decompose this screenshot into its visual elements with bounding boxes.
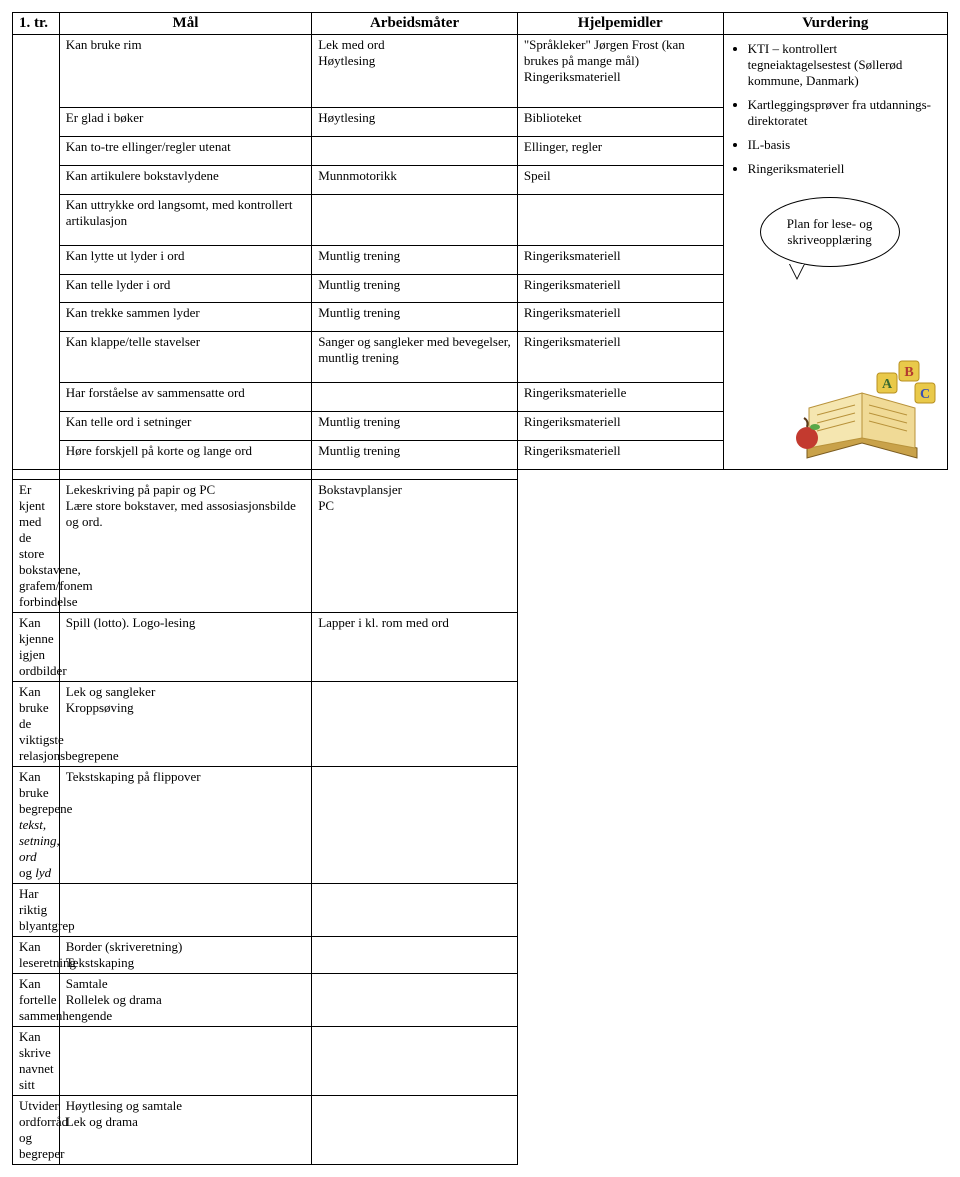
hjelp-cell: Speil [517, 165, 723, 194]
mal-cell: Kan artikulere bokstavlydene [59, 165, 311, 194]
table-row: Har riktig blyantgrep [13, 884, 948, 937]
vurdering-item: Kartleggingsprøver fra utdannings-direkt… [748, 97, 941, 129]
mal-cell: Kan kjenne igjen ordbilder [13, 613, 60, 682]
mal-cell: Kan bruke rim [59, 35, 311, 108]
hjelp-cell: Ringeriksmateriell [517, 245, 723, 274]
hjelp-cell [312, 884, 518, 937]
mal-cell: Kan klappe/telle stavelser [59, 332, 311, 383]
grade-cell [13, 35, 60, 470]
arbeid-cell: Muntlig trening [312, 274, 518, 303]
arbeid-cell: Muntlig trening [312, 441, 518, 470]
hjelp-cell [312, 767, 518, 884]
mal-cell: Er glad i bøker [59, 107, 311, 136]
mal-cell: Kan fortelle sammenhengende [13, 974, 60, 1027]
spacer-row [13, 470, 948, 480]
hjelp-cell: Ringeriksmateriell [517, 332, 723, 383]
hjelp-cell [312, 682, 518, 767]
header-arbeid: Arbeidsmåter [312, 13, 518, 35]
header-vurd: Vurdering [723, 13, 947, 35]
vurdering-cell: KTI – kontrollert tegneiaktagelsestest (… [723, 35, 947, 470]
mal-cell: Har forståelse av sammensatte ord [59, 383, 311, 412]
hjelp-cell: Biblioteket [517, 107, 723, 136]
arbeid-cell: Lek med ordHøytlesing [312, 35, 518, 108]
header-mal: Mål [59, 13, 311, 35]
hjelp-cell: Ringeriksmateriell [517, 412, 723, 441]
mal-cell: Kan lytte ut lyder i ord [59, 245, 311, 274]
mal-cell: Kan uttrykke ord langsomt, med kontrolle… [59, 194, 311, 245]
arbeid-cell: Lek og sanglekerKroppsøving [59, 682, 311, 767]
svg-text:B: B [904, 365, 913, 380]
mal-cell: Kan bruke de viktigste relasjonsbegrepen… [13, 682, 60, 767]
table-row: Kan leseretningBorder (skriveretning)Tek… [13, 937, 948, 974]
hjelp-cell: "Språkleker" Jørgen Frost (kan brukes på… [517, 35, 723, 108]
mal-cell: Kan bruke begrepene tekst, setning, ord … [13, 767, 60, 884]
arbeid-cell: Munnmotorikk [312, 165, 518, 194]
abc-book-icon: ABC [787, 353, 937, 463]
vurdering-item: IL-basis [748, 137, 941, 153]
arbeid-cell: Sanger og sangleker med bevegelser, munt… [312, 332, 518, 383]
mal-cell: Høre forskjell på korte og lange ord [59, 441, 311, 470]
hjelp-cell [312, 1027, 518, 1096]
svg-text:A: A [882, 377, 893, 392]
table-row: Kan skrive navnet sitt [13, 1027, 948, 1096]
header-row: 1. tr. Mål Arbeidsmåter Hjelpemidler Vur… [13, 13, 948, 35]
vurdering-list: KTI – kontrollert tegneiaktagelsestest (… [748, 41, 941, 177]
arbeid-cell: Tekstskaping på flippover [59, 767, 311, 884]
mal-cell: Kan skrive navnet sitt [13, 1027, 60, 1096]
arbeid-cell: Muntlig trening [312, 303, 518, 332]
arbeid-cell [59, 884, 311, 937]
hjelp-cell [312, 1096, 518, 1165]
arbeid-cell: Høytlesing og samtaleLek og drama [59, 1096, 311, 1165]
header-tr: 1. tr. [13, 13, 60, 35]
mal-cell: Kan telle lyder i ord [59, 274, 311, 303]
arbeid-cell [312, 383, 518, 412]
table-row: Kan bruke de viktigste relasjonsbegrepen… [13, 682, 948, 767]
arbeid-cell: SamtaleRollelek og drama [59, 974, 311, 1027]
arbeid-cell: Border (skriveretning)Tekstskaping [59, 937, 311, 974]
table-row: Kan bruke begrepene tekst, setning, ord … [13, 767, 948, 884]
table-row: Er kjent med de store bokstavene, grafem… [13, 480, 948, 613]
mal-cell: Kan leseretning [13, 937, 60, 974]
curriculum-table: 1. tr. Mål Arbeidsmåter Hjelpemidler Vur… [12, 12, 948, 1165]
arbeid-cell: Lekeskriving på papir og PCLære store bo… [59, 480, 311, 613]
hjelp-cell: Ringeriksmateriell [517, 303, 723, 332]
vurdering-item: Ringeriksmateriell [748, 161, 941, 177]
hjelp-cell [312, 974, 518, 1027]
table-row: Utvider ordforråd og begreperHøytlesing … [13, 1096, 948, 1165]
speech-bubble: Plan for lese- og skriveopplæring [760, 197, 900, 267]
table-row: Kan kjenne igjen ordbilderSpill (lotto).… [13, 613, 948, 682]
table-row: Kan fortelle sammenhengendeSamtaleRollel… [13, 974, 948, 1027]
vurdering-item: KTI – kontrollert tegneiaktagelsestest (… [748, 41, 941, 89]
mal-cell: Kan trekke sammen lyder [59, 303, 311, 332]
hjelp-cell: BokstavplansjerPC [312, 480, 518, 613]
header-hjelp: Hjelpemidler [517, 13, 723, 35]
hjelp-cell: Ellinger, regler [517, 136, 723, 165]
hjelp-cell: Ringeriksmaterielle [517, 383, 723, 412]
arbeid-cell: Spill (lotto). Logo-lesing [59, 613, 311, 682]
mal-cell: Utvider ordforråd og begreper [13, 1096, 60, 1165]
mal-cell: Har riktig blyantgrep [13, 884, 60, 937]
svg-text:C: C [920, 387, 930, 402]
arbeid-cell: Høytlesing [312, 107, 518, 136]
hjelp-cell [517, 194, 723, 245]
arbeid-cell: Muntlig trening [312, 245, 518, 274]
hjelp-cell: Ringeriksmateriell [517, 274, 723, 303]
arbeid-cell: Muntlig trening [312, 412, 518, 441]
hjelp-cell [312, 937, 518, 974]
arbeid-cell [312, 136, 518, 165]
mal-cell: Kan telle ord i setninger [59, 412, 311, 441]
mal-cell: Kan to-tre ellinger/regler utenat [59, 136, 311, 165]
hjelp-cell: Lapper i kl. rom med ord [312, 613, 518, 682]
arbeid-cell [59, 1027, 311, 1096]
arbeid-cell [312, 194, 518, 245]
table-row: Kan bruke rimLek med ordHøytlesing"Språk… [13, 35, 948, 108]
hjelp-cell: Ringeriksmateriell [517, 441, 723, 470]
mal-cell: Er kjent med de store bokstavene, grafem… [13, 480, 60, 613]
